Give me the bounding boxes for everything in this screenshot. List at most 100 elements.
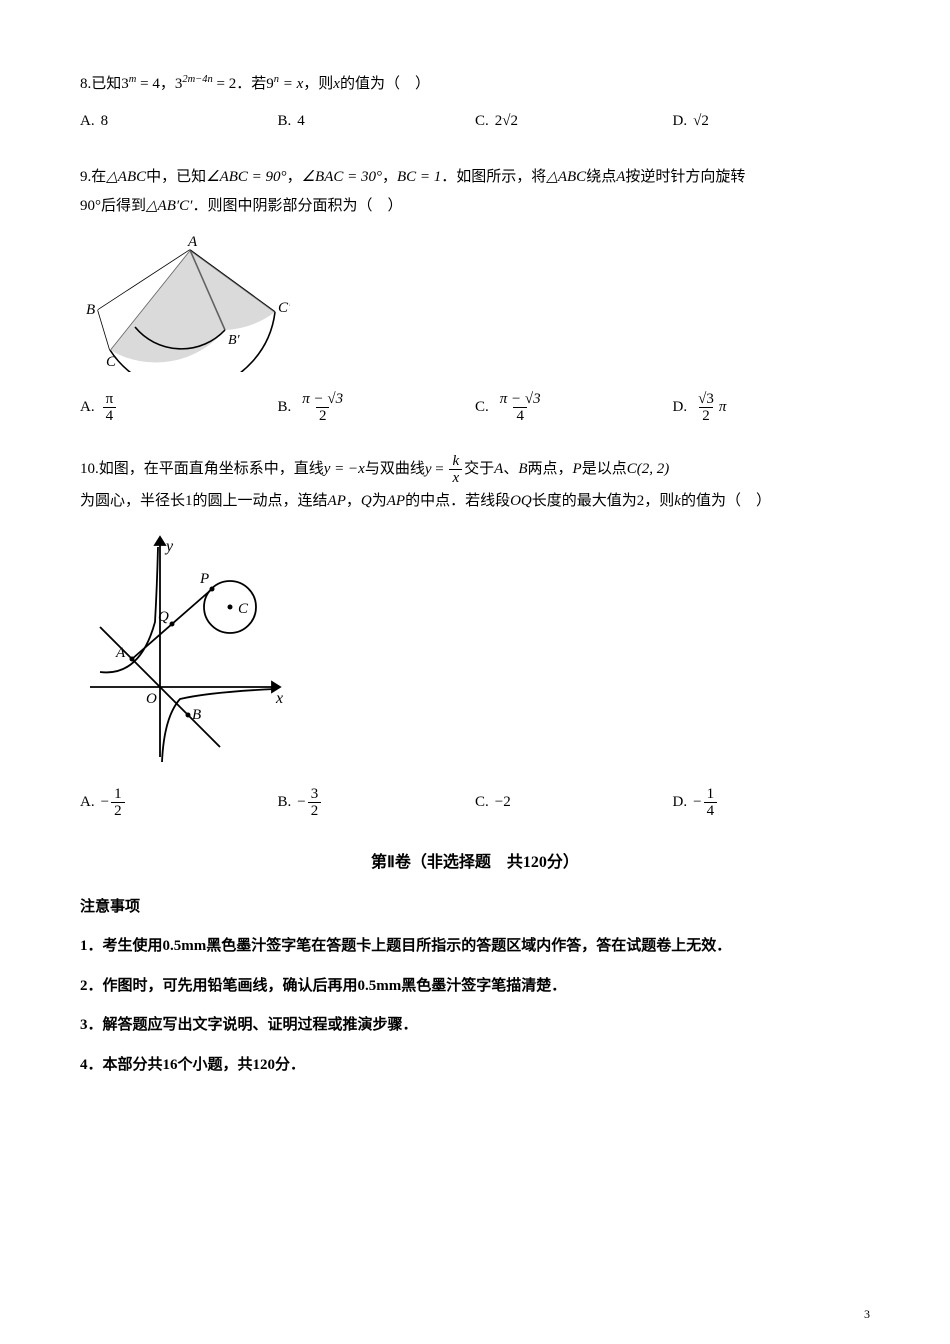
q9-d-frac: √3 2 xyxy=(695,391,717,425)
q10-label-x: x xyxy=(275,690,283,707)
opt-label: A. xyxy=(80,393,95,422)
q9-number: 9. xyxy=(80,163,91,192)
q10-opt-c: C. −2 xyxy=(475,786,673,820)
opt-label: D. xyxy=(673,788,688,817)
q10-p5: 是以点 xyxy=(582,455,627,484)
q10-r: 1 xyxy=(185,487,193,516)
notice-4: 4．本部分共16个小题，共120分． xyxy=(80,1050,870,1082)
opt-label: C. xyxy=(475,393,489,422)
notice-1: 1．考生使用0.5mm黑色墨汁签字笔在答题卡上题目所指示的答题区域内作答，答在试… xyxy=(80,931,870,963)
q10-maxv: 2 xyxy=(637,487,645,516)
q9-p7: ．则图中阴影部分面积为（ ） xyxy=(192,192,402,221)
opt-label: D. xyxy=(673,107,688,136)
q9-ptA: A xyxy=(616,163,625,192)
q9-stem-line2: 90° 后得到 △AB′C′ ．则图中阴影部分面积为（ ） xyxy=(80,192,870,221)
q9-svg: A B C B′ C′ xyxy=(80,232,290,372)
q10-label-c: C xyxy=(238,601,249,617)
q10-p12: 的值为（ ） xyxy=(681,487,771,516)
q8-d-val: √2 xyxy=(693,107,709,136)
q10-sep1: 、 xyxy=(503,455,518,484)
q8-options: A. 8 B. 4 C. 2√2 D. √2 xyxy=(80,107,870,136)
q8-x: x xyxy=(333,70,340,99)
q10-options: A. − 1 2 B. − 3 2 C. −2 D. − 1 4 xyxy=(80,786,870,820)
q10-c-val: −2 xyxy=(495,788,511,817)
q8-opt-c: C. 2√2 xyxy=(475,107,673,136)
opt-label: A. xyxy=(80,788,95,817)
q9-p1: 在 xyxy=(91,163,106,192)
q9-label-cp: C′ xyxy=(278,300,290,316)
q10-p6: 为圆心，半径长 xyxy=(80,487,185,516)
q10-p3: 交于 xyxy=(464,455,494,484)
q9-a-frac: π 4 xyxy=(103,391,117,425)
q10-p10: 长度的最大值为 xyxy=(532,487,637,516)
q10-ptP: P xyxy=(573,455,582,484)
q9-ang1: ∠ABC = 90° xyxy=(206,163,286,192)
q9-p3: ．如图所示，将 xyxy=(441,163,546,192)
q10-d-frac: 1 4 xyxy=(704,786,718,820)
q9-tri3: △AB′C′ xyxy=(146,192,192,221)
q9-label-a: A xyxy=(187,234,198,250)
q10-ptB: B xyxy=(518,455,527,484)
q8-sep1: ， xyxy=(160,70,175,99)
q10-ap: AP xyxy=(328,487,346,516)
opt-label: C. xyxy=(475,107,489,136)
question-9: 9. 在 △ABC 中，已知 ∠ABC = 90° ， ∠BAC = 30° ，… xyxy=(80,163,870,425)
question-8: 8. 已知 3m = 4 ， 32m−4n = 2 ．若 9n = x ，则 x… xyxy=(80,70,870,135)
q9-deg: 90° xyxy=(80,192,101,221)
q10-label-o: O xyxy=(146,691,157,707)
q9-opt-b: B. π − √3 2 xyxy=(278,391,476,425)
q8-p1: 已知 xyxy=(91,70,121,99)
notice-block: 注意事项 1．考生使用0.5mm黑色墨汁签字笔在答题卡上题目所指示的答题区域内作… xyxy=(80,892,870,1082)
q10-p7: 的圆上一动点，连结 xyxy=(193,487,328,516)
notice-head: 注意事项 xyxy=(80,892,870,924)
q9-p6: 后得到 xyxy=(101,192,146,221)
q10-sep2: ， xyxy=(346,487,361,516)
question-10: 10. 如图，在平面直角坐标系中，直线 y = −x 与双曲线 y = k x … xyxy=(80,453,870,820)
q9-p2: 中，已知 xyxy=(146,163,206,192)
q10-ptA: A xyxy=(494,455,503,484)
q9-b-frac: π − √3 2 xyxy=(299,391,346,425)
q9-label-b: B xyxy=(86,302,95,318)
q10-p9: 的中点．若线段 xyxy=(405,487,510,516)
q8-p4: 的值为（ ） xyxy=(340,70,430,99)
q8-opt-d: D. √2 xyxy=(673,107,871,136)
q10-label-y: y xyxy=(164,538,174,555)
q9-sep2: ， xyxy=(382,163,397,192)
q8-opt-a: A. 8 xyxy=(80,107,278,136)
q10-p1: 如图，在平面直角坐标系中，直线 xyxy=(99,455,324,484)
q9-d-post: π xyxy=(719,393,727,422)
q10-stem-line1: 10. 如图，在平面直角坐标系中，直线 y = −x 与双曲线 y = k x … xyxy=(80,453,870,487)
q9-tri2: △ABC xyxy=(546,163,586,192)
q8-number: 8. xyxy=(80,70,91,99)
q9-options: A. π 4 B. π − √3 2 C. π − √3 4 D. √3 2 xyxy=(80,391,870,425)
q9-opt-c: C. π − √3 4 xyxy=(475,391,673,425)
page-number: 3 xyxy=(864,1303,870,1326)
q10-a-frac: 1 2 xyxy=(111,786,125,820)
q10-opt-a: A. − 1 2 xyxy=(80,786,278,820)
q9-tri1: △ABC xyxy=(106,163,146,192)
q10-ap2: AP xyxy=(387,487,405,516)
q10-number: 10. xyxy=(80,455,99,484)
q10-label-q: Q xyxy=(158,609,169,625)
q8-opt-b: B. 4 xyxy=(278,107,476,136)
q8-expr2: 32m−4n = 2 xyxy=(175,70,236,99)
q8-expr1: 3m = 4 xyxy=(121,70,160,99)
q8-c-val: 2√2 xyxy=(495,107,518,136)
q10-k: k xyxy=(674,487,681,516)
q8-p2: ，则 xyxy=(303,70,333,99)
q10-ptQ: Q xyxy=(361,487,372,516)
q10-a-sign: − xyxy=(101,788,109,817)
q10-hyp: y = k x xyxy=(425,453,464,487)
opt-label: B. xyxy=(278,107,292,136)
q9-label-bp: B′ xyxy=(228,333,241,348)
opt-label: B. xyxy=(278,393,292,422)
opt-label: B. xyxy=(278,788,292,817)
q9-opt-d: D. √3 2 π xyxy=(673,391,871,425)
section-2-title: 第Ⅱ卷（非选择题 共120分） xyxy=(80,848,870,878)
q9-label-c: C xyxy=(106,354,117,370)
q9-bc: BC = 1 xyxy=(397,163,441,192)
q10-label-p: P xyxy=(199,571,209,587)
q10-figure: y x O A B C P Q xyxy=(80,527,870,778)
q10-svg: y x O A B C P Q xyxy=(80,527,300,767)
q10-stem-line2: 为圆心，半径长 1 的圆上一动点，连结 AP ， Q 为 AP 的中点．若线段 … xyxy=(80,487,870,516)
